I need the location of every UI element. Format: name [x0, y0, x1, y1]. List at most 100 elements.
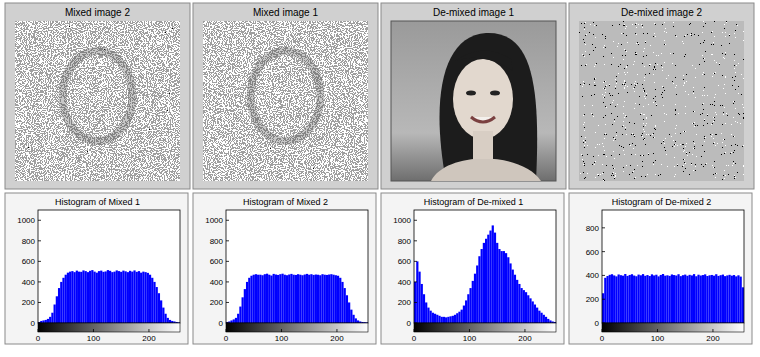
y-tick: [602, 275, 605, 276]
bar: [635, 276, 637, 323]
gray-bar: [226, 323, 368, 332]
y-tick-label: 800: [586, 224, 600, 233]
histogram-panel: Histogram of De-mixed 202004006008000100…: [569, 193, 752, 344]
y-tick-label: 600: [210, 257, 224, 266]
bar: [680, 276, 682, 323]
bar: [483, 243, 485, 323]
panel-frame: [5, 3, 190, 189]
bar: [633, 276, 635, 323]
bar: [237, 314, 239, 323]
bar: [642, 274, 644, 323]
bar: [501, 251, 503, 323]
y-tick: [38, 240, 41, 241]
y-tick: [414, 261, 417, 262]
x-tick: [148, 329, 149, 332]
y-tick: [602, 299, 605, 300]
x-tick: [38, 329, 39, 332]
bar: [631, 274, 633, 323]
x-tick-label: 100: [463, 334, 477, 343]
bar: [270, 276, 272, 323]
bar: [246, 282, 248, 323]
bar: [293, 275, 295, 323]
bar: [105, 271, 107, 323]
bar: [169, 320, 171, 323]
bar: [91, 270, 93, 323]
bar: [306, 274, 308, 323]
fringe: [455, 50, 513, 71]
bar: [516, 280, 518, 323]
chart-title: Histogram of Mixed 1: [55, 197, 140, 207]
bar: [96, 273, 98, 323]
bar: [432, 313, 434, 323]
bar: [604, 278, 606, 323]
bar: [613, 275, 615, 323]
gray-bar: [602, 323, 744, 332]
bar: [127, 272, 129, 323]
axes-frame: [602, 210, 744, 323]
bar: [615, 276, 617, 323]
bar: [255, 274, 257, 323]
plot-area: [38, 210, 180, 323]
bar: [702, 275, 704, 323]
image-panel: Mixed image 2: [5, 3, 190, 189]
faint-face: [251, 51, 321, 141]
bar: [308, 275, 310, 323]
bar: [622, 276, 624, 323]
bar: [536, 308, 538, 323]
bar: [47, 319, 49, 323]
bar: [657, 276, 659, 323]
bar: [295, 275, 297, 323]
bar: [461, 310, 463, 323]
bar: [487, 235, 489, 323]
bar: [709, 275, 711, 323]
bar: [111, 272, 113, 323]
bar: [235, 318, 237, 323]
y-tick: [414, 240, 417, 241]
bar: [494, 233, 496, 323]
bar: [259, 275, 261, 323]
bar: [532, 301, 534, 323]
y-tick-label: 600: [398, 257, 412, 266]
x-tick-label: 200: [330, 334, 344, 343]
bar: [492, 225, 494, 323]
bar: [474, 274, 476, 323]
bar: [109, 271, 111, 323]
bar: [264, 274, 266, 323]
x-tick-label: 0: [36, 334, 41, 343]
bar: [330, 274, 332, 323]
bar: [244, 289, 246, 323]
chart-title: Histogram of De-mixed 2: [612, 197, 712, 207]
bar: [164, 314, 166, 323]
y-tick-label: 0: [219, 319, 224, 328]
bar: [454, 315, 456, 323]
hair: [439, 33, 537, 181]
bar: [478, 256, 480, 323]
bar: [452, 316, 454, 323]
panel-frame: [5, 193, 188, 344]
bar: [239, 307, 241, 323]
bar: [58, 288, 60, 323]
bar: [279, 274, 281, 323]
x-tick-label: 200: [142, 334, 156, 343]
bar: [740, 277, 742, 323]
bar: [443, 317, 445, 323]
bar: [498, 249, 500, 323]
x-tick: [414, 329, 415, 332]
bar: [297, 274, 299, 323]
bar: [319, 275, 321, 323]
bar: [142, 272, 144, 323]
bar: [715, 274, 717, 323]
bar: [655, 275, 657, 323]
bar: [467, 294, 469, 323]
y-tick-label: 200: [22, 298, 36, 307]
bar: [737, 275, 739, 323]
bar: [62, 278, 64, 323]
bar: [545, 317, 547, 323]
bar: [416, 261, 418, 323]
gray-bar: [38, 323, 180, 332]
bar: [156, 287, 158, 323]
bar: [421, 284, 423, 323]
bar: [445, 317, 447, 323]
bar: [693, 274, 695, 323]
bars: [414, 225, 556, 323]
